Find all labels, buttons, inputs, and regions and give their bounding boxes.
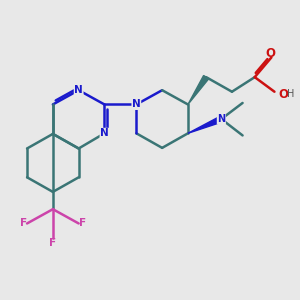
Polygon shape [188, 76, 209, 104]
Text: H: H [287, 89, 295, 99]
Text: F: F [20, 218, 27, 229]
Text: N: N [74, 85, 83, 95]
Text: F: F [79, 218, 86, 229]
Text: N: N [132, 100, 141, 110]
Polygon shape [188, 116, 223, 133]
Text: O: O [265, 47, 275, 60]
Text: F: F [49, 238, 56, 248]
Text: N: N [217, 114, 225, 124]
Text: N: N [100, 128, 109, 138]
Text: O: O [278, 88, 288, 101]
